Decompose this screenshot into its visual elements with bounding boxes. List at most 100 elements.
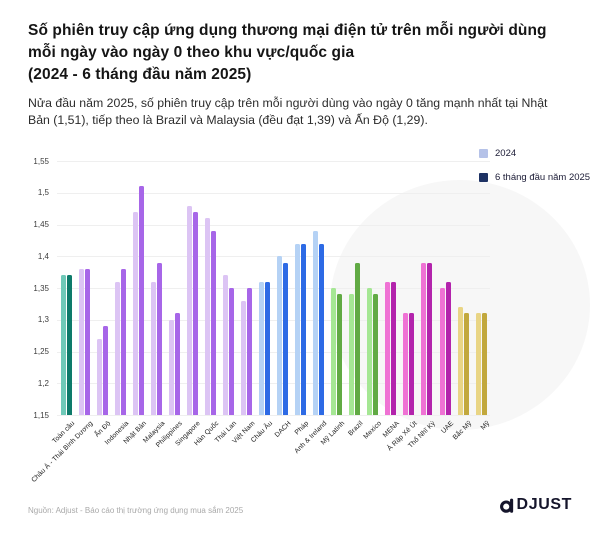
bar-group: Nhật Bản [123, 161, 148, 446]
bar-chart: 2024 6 tháng đầu năm 2025 1,55 1,5 1,45 1,4 1… [0, 140, 600, 484]
bar-2025[interactable] [138, 186, 144, 415]
bar-2025[interactable] [84, 269, 90, 415]
y-axis-tick: 1,3 [37, 315, 49, 325]
bar-group: Hàn Quốc [193, 161, 220, 447]
bar-group: Thổ Nhĩ Kỳ [407, 161, 437, 450]
bar-2024[interactable] [421, 262, 427, 415]
legend-item-2024[interactable]: 2024 [479, 148, 590, 159]
page-title: Số phiên truy cập ứng dụng thương mại đi… [28, 20, 573, 86]
bar-groups: Toàn cầu Châu Á - Thái Bình Dương Ấn Độ Ind… [30, 161, 491, 484]
bar-2025[interactable] [66, 275, 72, 415]
bar-2025[interactable] [246, 288, 252, 415]
bar-2025[interactable] [192, 211, 198, 415]
bar-group: Mỹ Latinh [320, 161, 347, 446]
title-text: Số phiên truy cập ứng dụng thương mại đi… [28, 22, 547, 61]
bar-2024[interactable] [313, 230, 319, 415]
legend-item-2025[interactable]: 6 tháng đầu năm 2025 [479, 172, 590, 183]
title-period: (2024 - 6 tháng đầu năm 2025) [28, 66, 252, 83]
bar-2024[interactable] [475, 313, 481, 415]
y-axis-tick: 1,55 [33, 156, 49, 166]
bar-group: UAE [436, 161, 455, 435]
bar-2025[interactable] [102, 326, 108, 415]
bar-group: Malaysia [142, 161, 166, 444]
bar-group: Pháp [292, 161, 311, 436]
bar-2024[interactable] [186, 205, 192, 415]
chart-subtitle: Nửa đầu năm 2025, số phiên truy cập trên… [28, 96, 548, 127]
bar-2025[interactable] [391, 281, 397, 415]
gridline [57, 415, 490, 416]
x-axis-label: DACH [273, 420, 293, 439]
bar-2024[interactable] [222, 275, 228, 415]
bar-2024[interactable] [259, 281, 265, 415]
bar-group: Philippines [155, 161, 184, 449]
bar-2025[interactable] [301, 243, 307, 415]
x-axis-label: Mexico [362, 420, 383, 441]
adjust-logo-a-icon [499, 498, 513, 513]
bar-group: Brazil [346, 161, 365, 437]
bar-2024[interactable] [385, 281, 391, 415]
bar-2024[interactable] [403, 313, 409, 415]
bar-2025[interactable] [265, 281, 271, 415]
gridline [57, 192, 490, 194]
bar-2025[interactable] [373, 294, 379, 415]
legend-label: 2024 [495, 148, 517, 159]
bar-group: Ấn Độ [93, 161, 112, 439]
bar-2025[interactable] [120, 269, 126, 415]
bar-2024[interactable] [295, 243, 301, 415]
bar-2024[interactable] [60, 275, 66, 415]
plot-area: 1,55 1,5 1,45 1,4 1,35 1,3 1,25 1,2 1,15 Toàn cầu… [30, 157, 491, 484]
gridline [57, 383, 490, 385]
bar-2025[interactable] [156, 262, 162, 415]
bar-group: Việt Nam [231, 161, 256, 445]
gridline [57, 351, 490, 353]
bar-2024[interactable] [168, 319, 174, 415]
bar-2025[interactable] [445, 281, 451, 415]
bar-2025[interactable] [427, 262, 433, 415]
y-axis-tick: 1,5 [37, 188, 49, 198]
bar-2024[interactable] [367, 288, 373, 415]
bar-2024[interactable] [331, 288, 337, 415]
y-axis-tick: 1,35 [33, 283, 49, 293]
bar-group: Toàn cầu [51, 161, 76, 445]
y-axis-tick: 1,4 [37, 251, 49, 261]
bar-2024[interactable] [439, 288, 445, 415]
legend-label: 6 tháng đầu năm 2025 [495, 172, 591, 183]
bar-group: Indonesia [104, 161, 130, 446]
bar-2025[interactable] [355, 262, 361, 415]
bar-2024[interactable] [349, 294, 355, 415]
y-axis-tick: 1,15 [33, 410, 49, 420]
bar-2024[interactable] [114, 281, 120, 415]
bar-group: Mỹ [472, 161, 491, 432]
bar-2024[interactable] [96, 338, 102, 415]
bar-2024[interactable] [150, 281, 156, 415]
bar-2025[interactable] [409, 313, 415, 415]
bar-2024[interactable] [277, 256, 283, 415]
bar-2025[interactable] [174, 313, 180, 415]
bar-2025[interactable] [481, 313, 487, 415]
legend-swatch [479, 149, 488, 158]
gridline [57, 256, 490, 258]
bar-2025[interactable] [210, 230, 216, 415]
adjust-logo-text: DJUST [516, 496, 572, 513]
bar-2025[interactable] [228, 288, 234, 415]
gridline [57, 224, 490, 226]
bar-group: MENA [382, 161, 401, 439]
bar-2025[interactable] [463, 313, 469, 415]
report-header: Số phiên truy cập ứng dụng thương mại đi… [28, 20, 573, 129]
bar-2024[interactable] [204, 218, 210, 415]
bar-2025[interactable] [319, 243, 325, 415]
y-axis-tick: 1,45 [33, 220, 49, 229]
y-axis-tick: 1,25 [33, 347, 49, 356]
bar-2024[interactable] [240, 300, 246, 415]
bar-2025[interactable] [283, 262, 289, 415]
legend-swatch [479, 173, 488, 182]
bar-group: Mexico [362, 161, 383, 441]
bar-2025[interactable] [337, 294, 343, 415]
bar-2024[interactable] [78, 269, 84, 415]
gridline [57, 288, 490, 289]
bar-group: Bắc Mỹ [452, 161, 473, 441]
bar-2024[interactable] [457, 307, 463, 415]
bar-group: Ả Rập Xê Út [386, 161, 419, 452]
bar-group: Thái Lan [214, 161, 238, 444]
bar-2024[interactable] [132, 211, 138, 415]
